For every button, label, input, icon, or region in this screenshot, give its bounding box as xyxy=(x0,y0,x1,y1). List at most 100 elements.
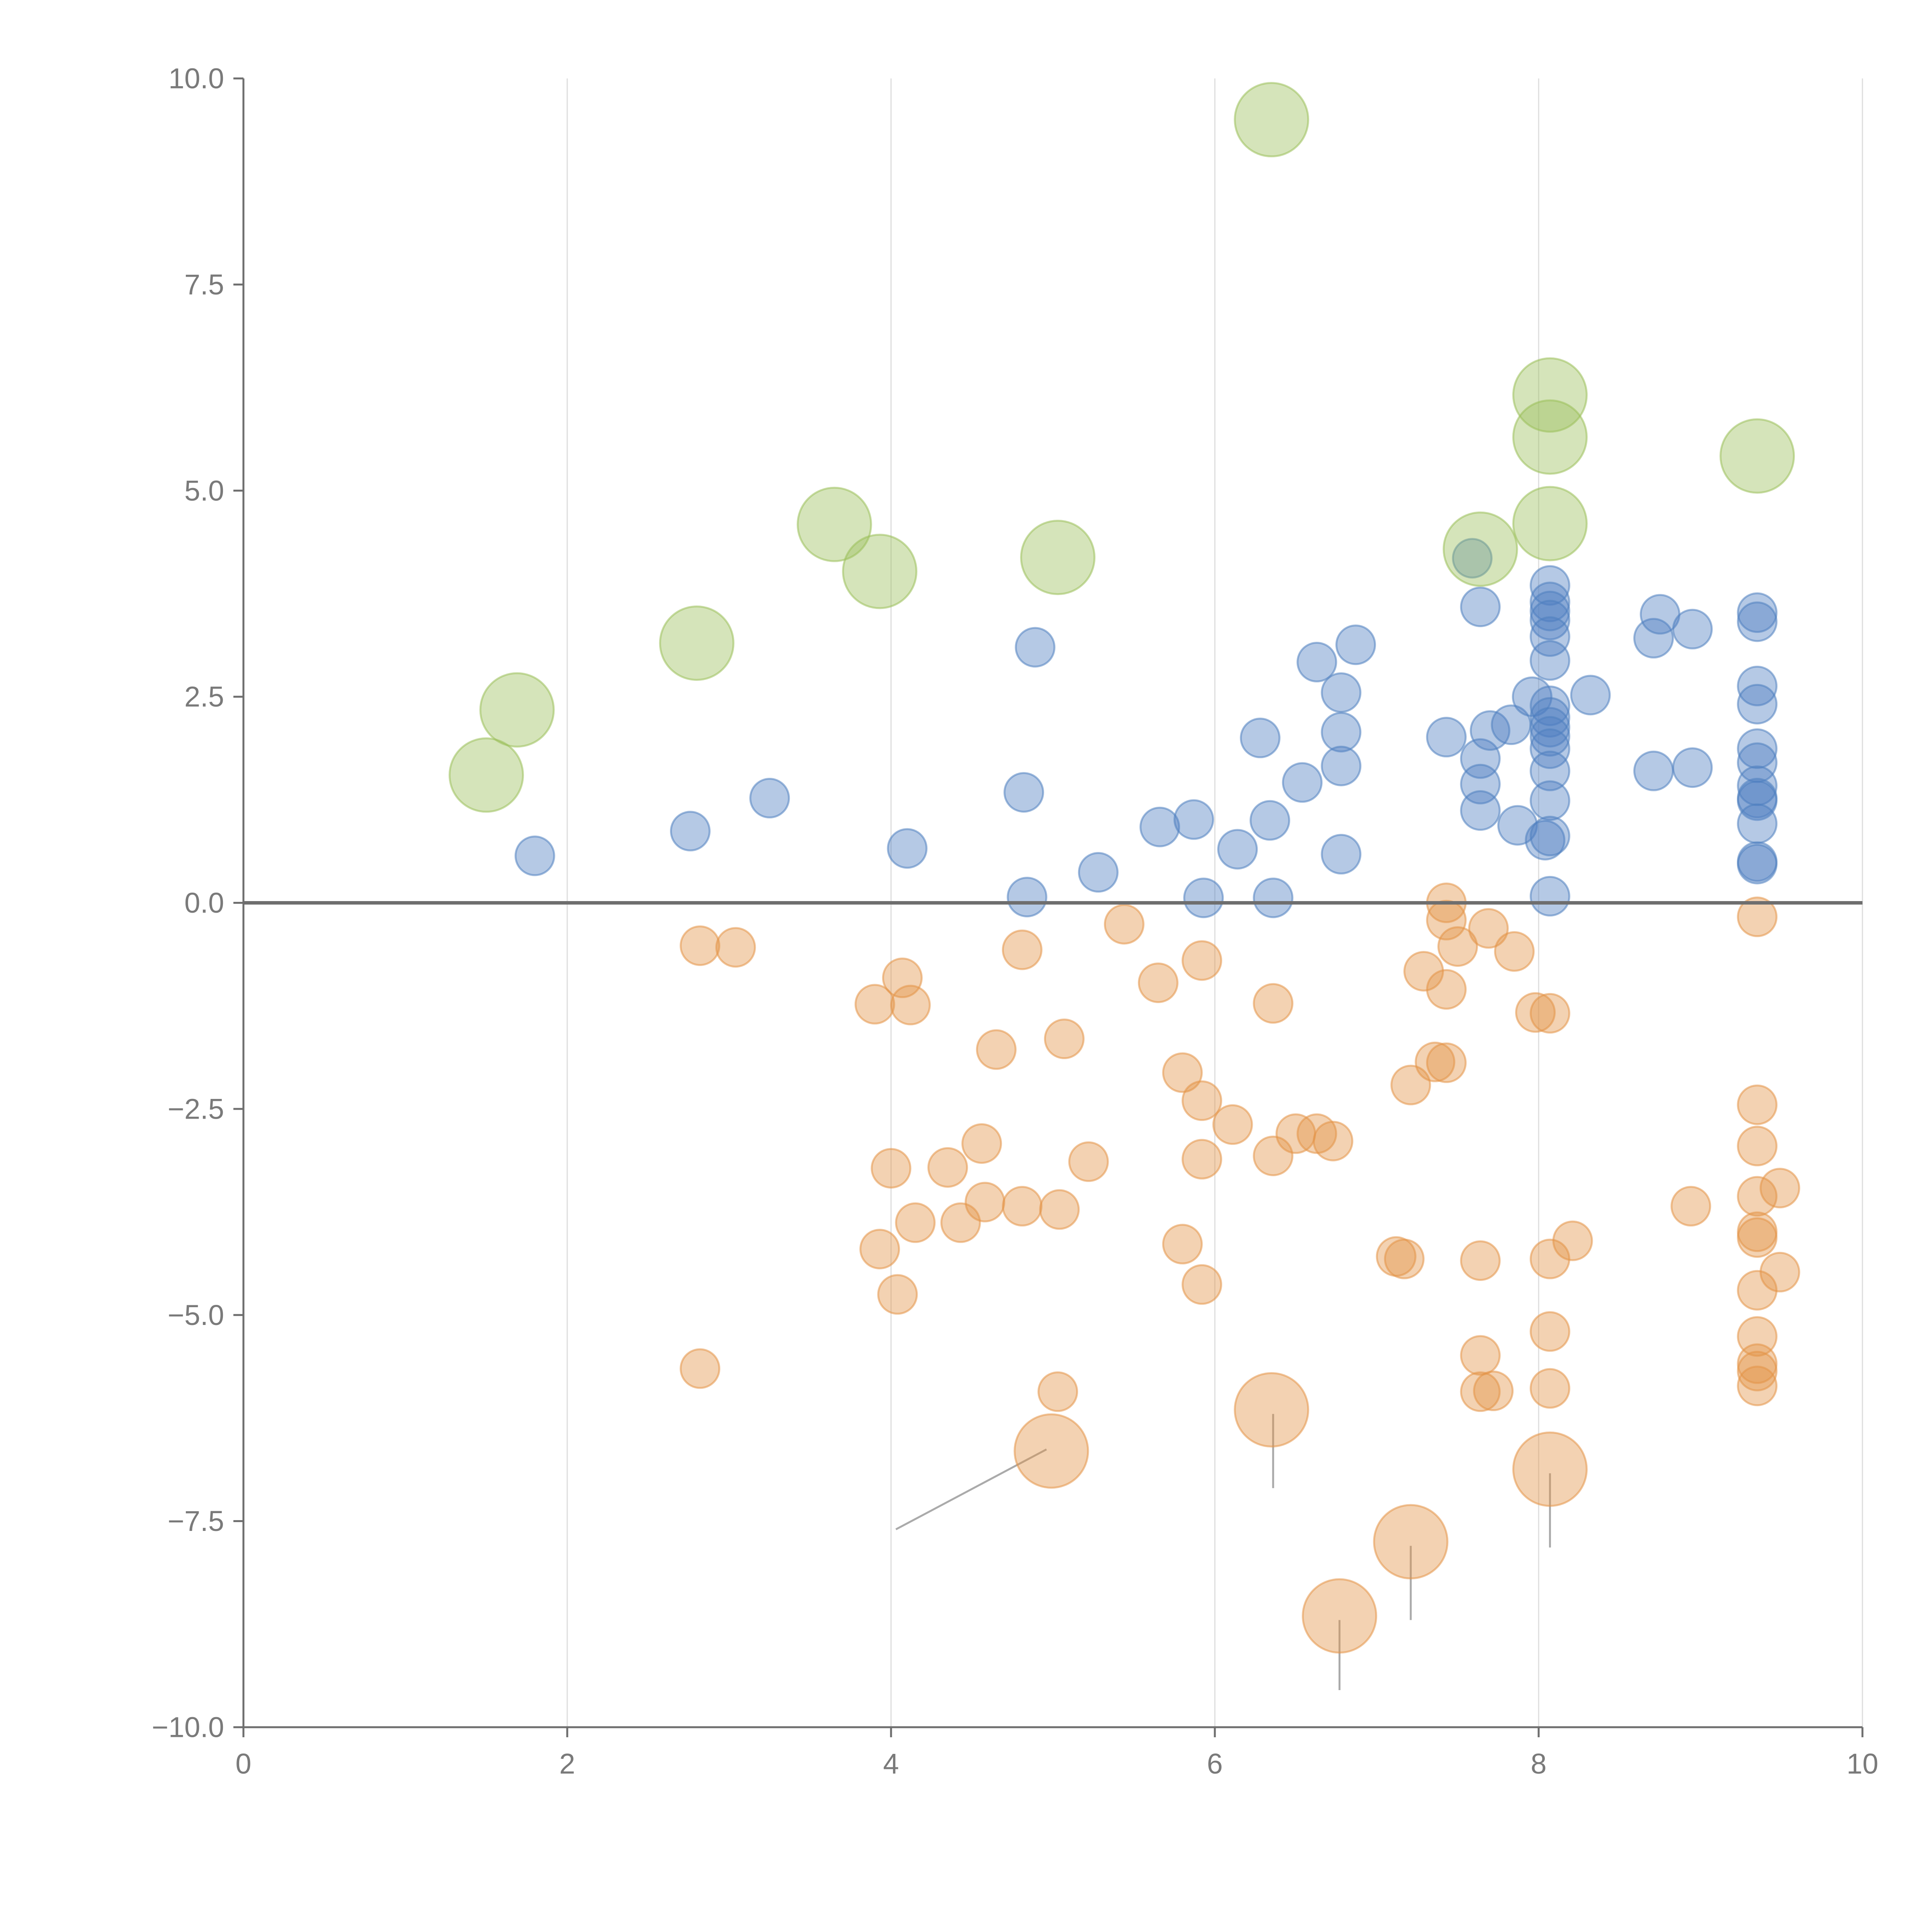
data-point-s0-12 xyxy=(1240,718,1281,759)
data-point-s0-48 xyxy=(1570,675,1611,716)
data-point-s1-18 xyxy=(1039,1189,1080,1230)
y-tick-label: 0.0 xyxy=(184,887,224,919)
data-point-s1-41 xyxy=(1426,969,1467,1010)
data-point-s0-53 xyxy=(1672,747,1713,788)
data-point-s0-19 xyxy=(1321,745,1362,786)
data-point-s1-49 xyxy=(1468,908,1509,949)
data-point-s0-55 xyxy=(1737,601,1778,642)
data-point-s0-43 xyxy=(1529,728,1570,769)
data-point-s1-68 xyxy=(1737,1366,1778,1406)
x-tick-label: 4 xyxy=(883,1748,899,1780)
data-point-s0-21 xyxy=(1335,624,1376,665)
data-point-s0-18 xyxy=(1321,712,1362,753)
data-point-s1-25 xyxy=(1181,940,1222,981)
data-point-s1-24 xyxy=(1162,1224,1203,1265)
data-point-s1-34 xyxy=(1313,1121,1354,1162)
data-point-s0-7 xyxy=(1078,852,1119,893)
data-point-s0-41 xyxy=(1529,707,1570,748)
data-point-s0-54 xyxy=(1737,592,1778,633)
data-point-s1-28 xyxy=(1181,1264,1222,1305)
data-point-s0-5 xyxy=(1015,627,1056,668)
data-point-s1-48 xyxy=(1473,1371,1514,1412)
data-point-s3-0 xyxy=(449,737,524,813)
data-point-s1-30 xyxy=(1253,983,1294,1024)
tick-labels: 10.0 7.5 5.0 2.5 0.0 −2.5 −5.0 −7.5 −10.0 0 2 4 6 8 10 xyxy=(152,63,1878,1780)
data-point-s1-52 xyxy=(1529,993,1570,1034)
data-point-s0-63 xyxy=(1737,803,1778,844)
data-point-s0-45 xyxy=(1529,780,1570,821)
data-point-s0-44 xyxy=(1529,750,1570,791)
data-point-s1-58 xyxy=(1737,896,1778,937)
y-tick-label: 2.5 xyxy=(184,681,224,713)
data-point-s1-36 xyxy=(1384,1238,1425,1279)
connector-line-0 xyxy=(895,1448,1047,1531)
data-point-s0-34 xyxy=(1529,582,1570,622)
data-point-s1-2 xyxy=(680,1348,721,1389)
data-point-s0-1 xyxy=(670,811,711,852)
data-point-s1-23 xyxy=(1162,1052,1203,1093)
data-point-s3-5 xyxy=(1020,520,1096,595)
data-point-s1-69 xyxy=(1759,1168,1800,1209)
data-point-s1-56 xyxy=(1552,1220,1593,1261)
data-point-s2-1 xyxy=(1234,1372,1310,1448)
data-point-s1-11 xyxy=(940,1202,981,1243)
data-point-s1-9 xyxy=(895,1202,936,1243)
data-point-s0-0 xyxy=(514,835,555,876)
data-point-s0-11 xyxy=(1217,829,1258,870)
data-point-s0-47 xyxy=(1529,876,1570,917)
data-point-s1-54 xyxy=(1529,1311,1570,1352)
data-point-s1-22 xyxy=(1138,962,1179,1003)
data-point-s0-39 xyxy=(1529,685,1570,726)
data-point-s3-2 xyxy=(659,605,735,681)
data-point-s3-1 xyxy=(479,672,555,748)
data-point-s1-50 xyxy=(1494,931,1535,972)
data-point-s1-27 xyxy=(1181,1139,1222,1180)
data-point-s1-59 xyxy=(1737,1084,1778,1125)
x-tick-label: 8 xyxy=(1531,1748,1546,1780)
data-point-s0-17 xyxy=(1321,672,1362,713)
data-point-s0-42 xyxy=(1529,716,1570,757)
data-point-s0-38 xyxy=(1529,640,1570,681)
data-point-s0-52 xyxy=(1672,609,1713,650)
data-point-s2-0 xyxy=(1014,1413,1089,1489)
data-point-s1-21 xyxy=(1104,904,1145,945)
data-point-s0-3 xyxy=(887,828,928,869)
data-point-s0-50 xyxy=(1633,750,1674,791)
data-point-s1-1 xyxy=(715,927,756,968)
data-point-s0-49 xyxy=(1633,618,1674,659)
data-point-s0-58 xyxy=(1737,728,1778,769)
data-point-s0-2 xyxy=(749,778,790,819)
data-point-s1-26 xyxy=(1181,1080,1222,1121)
data-point-s1-12 xyxy=(961,1123,1002,1164)
data-point-s1-7 xyxy=(871,1148,912,1189)
data-point-s0-15 xyxy=(1282,762,1323,803)
data-point-s0-62 xyxy=(1737,780,1778,821)
data-point-s1-15 xyxy=(1002,929,1043,970)
data-point-s0-10 xyxy=(1183,878,1224,918)
data-point-s1-29 xyxy=(1212,1104,1253,1145)
data-point-s1-46 xyxy=(1460,1335,1501,1376)
data-point-s1-51 xyxy=(1515,992,1556,1033)
data-point-s1-44 xyxy=(1437,926,1478,967)
data-point-s3-9 xyxy=(1512,399,1588,475)
data-point-s1-61 xyxy=(1737,1176,1778,1217)
data-point-s1-16 xyxy=(1002,1186,1043,1227)
data-point-s1-57 xyxy=(1670,1186,1711,1227)
data-point-s0-6 xyxy=(1007,877,1048,918)
data-point-s0-56 xyxy=(1737,665,1778,706)
data-point-s0-20 xyxy=(1321,834,1362,875)
y-tick-label: −5.0 xyxy=(168,1299,224,1331)
y-tick-label: 10.0 xyxy=(168,63,224,95)
data-point-s1-4 xyxy=(882,957,923,998)
data-point-s0-22 xyxy=(1426,717,1467,758)
data-point-s1-47 xyxy=(1460,1371,1501,1412)
data-point-s1-0 xyxy=(680,925,721,966)
data-point-s1-20 xyxy=(1068,1141,1109,1182)
x-tick-label: 2 xyxy=(559,1748,575,1780)
y-tick-label: −7.5 xyxy=(168,1505,224,1537)
data-point-s1-31 xyxy=(1253,1135,1294,1176)
data-point-s1-45 xyxy=(1460,1240,1501,1281)
data-point-s3-3 xyxy=(796,486,872,562)
